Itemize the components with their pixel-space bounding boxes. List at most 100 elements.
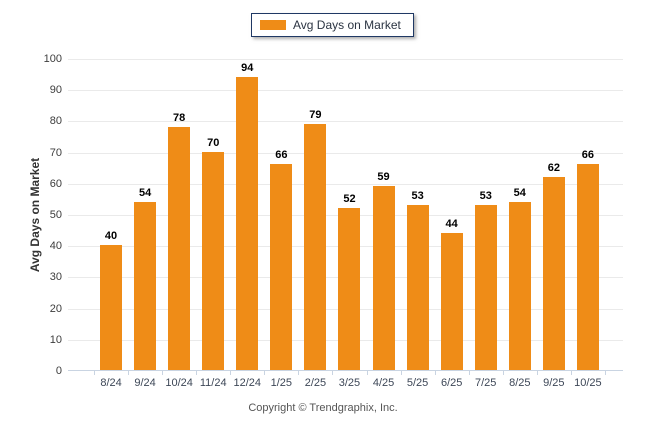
gridline: [68, 90, 623, 92]
bar[interactable]: [542, 176, 565, 370]
x-axis-tick: [536, 371, 538, 375]
x-axis-tick: [332, 371, 334, 375]
x-axis-tick-label: 9/24: [134, 377, 156, 389]
bar[interactable]: [508, 201, 531, 370]
legend-swatch-icon: [260, 20, 286, 30]
gridline: [68, 152, 623, 154]
bar-slot: 70 11/24: [196, 58, 230, 389]
x-axis-tick: [366, 371, 368, 375]
bar-slot: 53 7/25: [469, 58, 503, 389]
bar[interactable]: [134, 201, 157, 370]
y-axis-tick-label: 70: [49, 146, 62, 159]
y-axis-tick-label: 90: [49, 84, 62, 97]
x-axis-tick: [162, 371, 164, 375]
x-axis-tick: [502, 371, 504, 375]
bar-slot: 94 12/24: [230, 58, 264, 389]
bars-container: 40 8/24 54 9/24 78 10/24 70 11/24 94 12/24 66 1/25 7…: [94, 58, 606, 389]
bar-value-label: 62: [547, 161, 560, 174]
bar[interactable]: [338, 207, 361, 370]
x-axis-tick-label: 1/25: [270, 377, 293, 389]
x-axis-tick-label: 8/25: [509, 377, 531, 389]
bar-value-label: 79: [309, 108, 322, 121]
bar-slot: 53 5/25: [401, 58, 435, 389]
y-axis-tick-label: 10: [49, 333, 62, 346]
x-axis-tick-label: 3/25: [338, 377, 361, 389]
bar-slot: 78 10/24: [162, 58, 196, 389]
x-axis-tick-label: 10/24: [165, 377, 193, 389]
bar[interactable]: [372, 185, 395, 370]
bar-value-label: 94: [241, 61, 254, 74]
copyright: Copyright © Trendgraphix, Inc.: [248, 402, 398, 414]
bar-slot: 52 3/25: [332, 58, 366, 389]
bar-slot: 66 1/25: [264, 58, 298, 389]
bar-value-label: 78: [173, 111, 186, 124]
bar-slot: 54 9/24: [128, 58, 162, 389]
bar[interactable]: [474, 204, 497, 370]
y-axis-tick-label: 50: [49, 209, 62, 221]
x-axis-tick-label: 7/25: [475, 377, 497, 389]
x-axis-tick: [196, 371, 198, 375]
bar-value-label: 66: [275, 149, 288, 162]
x-axis-tick: [570, 371, 572, 375]
bar-slot: 44 6/25: [435, 58, 469, 389]
gridline: [68, 121, 623, 123]
x-axis-tick-label: 5/25: [406, 377, 429, 389]
x-axis-tick: [400, 371, 402, 375]
x-axis-tick: [468, 371, 470, 375]
bar-value-label: 44: [445, 217, 458, 230]
x-axis-tick: [128, 371, 130, 375]
y-axis-tick-label: 80: [49, 115, 62, 128]
gridline: [68, 59, 623, 60]
bar-value-label: 54: [513, 186, 526, 199]
bar[interactable]: [576, 164, 599, 370]
x-axis-tick-label: 9/25: [543, 377, 565, 389]
y-axis-tick-labels: 0 10 20 30 40 50 60 70 80 90 100: [0, 53, 62, 377]
x-axis-tick-label: 8/24: [100, 377, 122, 389]
x-axis-tick-label: 12/24: [233, 377, 262, 389]
bar-value-label: 66: [581, 149, 595, 162]
x-axis-tick: [298, 371, 300, 375]
x-axis-tick: [264, 371, 266, 375]
bar-slot: 40 8/24: [94, 58, 128, 389]
x-axis-tick-label: 10/25: [574, 377, 602, 389]
bar-value-label: 70: [207, 136, 220, 149]
gridline: [68, 183, 623, 185]
x-axis-tick: [230, 371, 232, 375]
bar[interactable]: [304, 123, 327, 370]
y-axis-tick-label: 0: [55, 365, 62, 377]
legend[interactable]: Avg Days on Market: [251, 13, 414, 37]
bar[interactable]: [270, 164, 293, 370]
y-axis-tick-label: 100: [43, 53, 62, 65]
x-axis-tick-label: 4/25: [372, 377, 395, 389]
bar-value-label: 53: [479, 189, 492, 202]
bar-slot: 62 9/25: [537, 58, 571, 389]
x-axis-tick: [605, 371, 606, 375]
bar[interactable]: [100, 245, 123, 370]
x-axis-tick-label: 11/24: [199, 377, 227, 389]
bar-value-label: 53: [411, 189, 424, 202]
plot-area: 40 8/24 54 9/24 78 10/24 70 11/24 94 12/24 66 1/25 7…: [68, 58, 623, 389]
y-axis-tick-label: 40: [49, 240, 62, 253]
y-axis-tick-label: 20: [49, 302, 62, 315]
y-axis-tick-label: 30: [49, 271, 62, 284]
x-axis-tick: [434, 371, 436, 375]
bar-slot: 59 4/25: [367, 58, 401, 389]
bar[interactable]: [440, 232, 463, 370]
bar-value-label: 52: [343, 192, 356, 205]
x-axis-tick-label: 2/25: [304, 377, 327, 389]
bar[interactable]: [236, 76, 259, 370]
legend-label: Avg Days on Market: [293, 18, 401, 32]
bar[interactable]: [202, 151, 225, 370]
bar-value-label: 54: [138, 186, 152, 199]
bar-value-label: 40: [104, 230, 118, 243]
x-axis-tick: [94, 371, 95, 375]
y-axis-tick-label: 60: [49, 177, 62, 190]
bar[interactable]: [168, 126, 191, 370]
bar-slot: 79 2/25: [298, 58, 332, 389]
bar-value-label: 59: [377, 170, 390, 183]
x-axis-tick-label: 6/25: [440, 377, 463, 389]
bar[interactable]: [406, 204, 429, 370]
bar-slot: 54 8/25: [503, 58, 537, 389]
bar-slot: 66 10/25: [571, 58, 605, 389]
